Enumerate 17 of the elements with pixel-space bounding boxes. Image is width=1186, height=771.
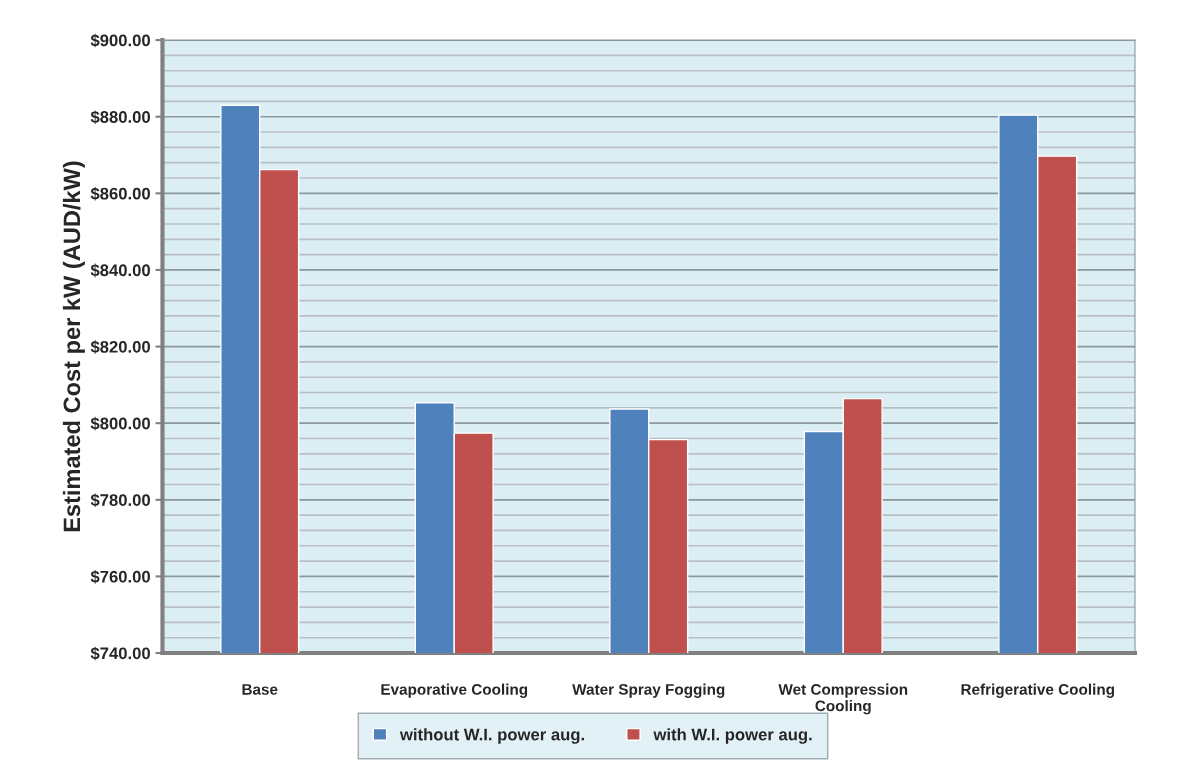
y-tick-label: $780.00 [90,493,150,508]
y-tick-label: $840.00 [90,263,150,278]
y-tick-label: $900.00 [90,33,150,48]
legend-label: without W.I. power aug. [399,728,584,744]
y-tick-label: $740.00 [90,646,150,661]
x-tick-label: Base [242,684,278,695]
y-tick-label: $860.00 [90,187,150,201]
y-axis-title: Estimated Cost per kW (AUD/kW) [62,161,85,532]
x-tick-label: Refrigerative Cooling [961,683,1114,698]
x-tick-label: Evaporative Cooling [381,683,528,698]
legend-label: with W.I. power aug. [653,728,812,744]
y-tick-label: $800.00 [90,416,150,431]
x-tick-label: Wet Compression Cooling [778,683,908,715]
x-tick-label: Water Spray Fogging [572,683,725,698]
y-tick-label: $880.00 [90,110,150,124]
y-tick-label: $760.00 [90,570,150,584]
y-tick-label: $820.00 [90,340,150,354]
